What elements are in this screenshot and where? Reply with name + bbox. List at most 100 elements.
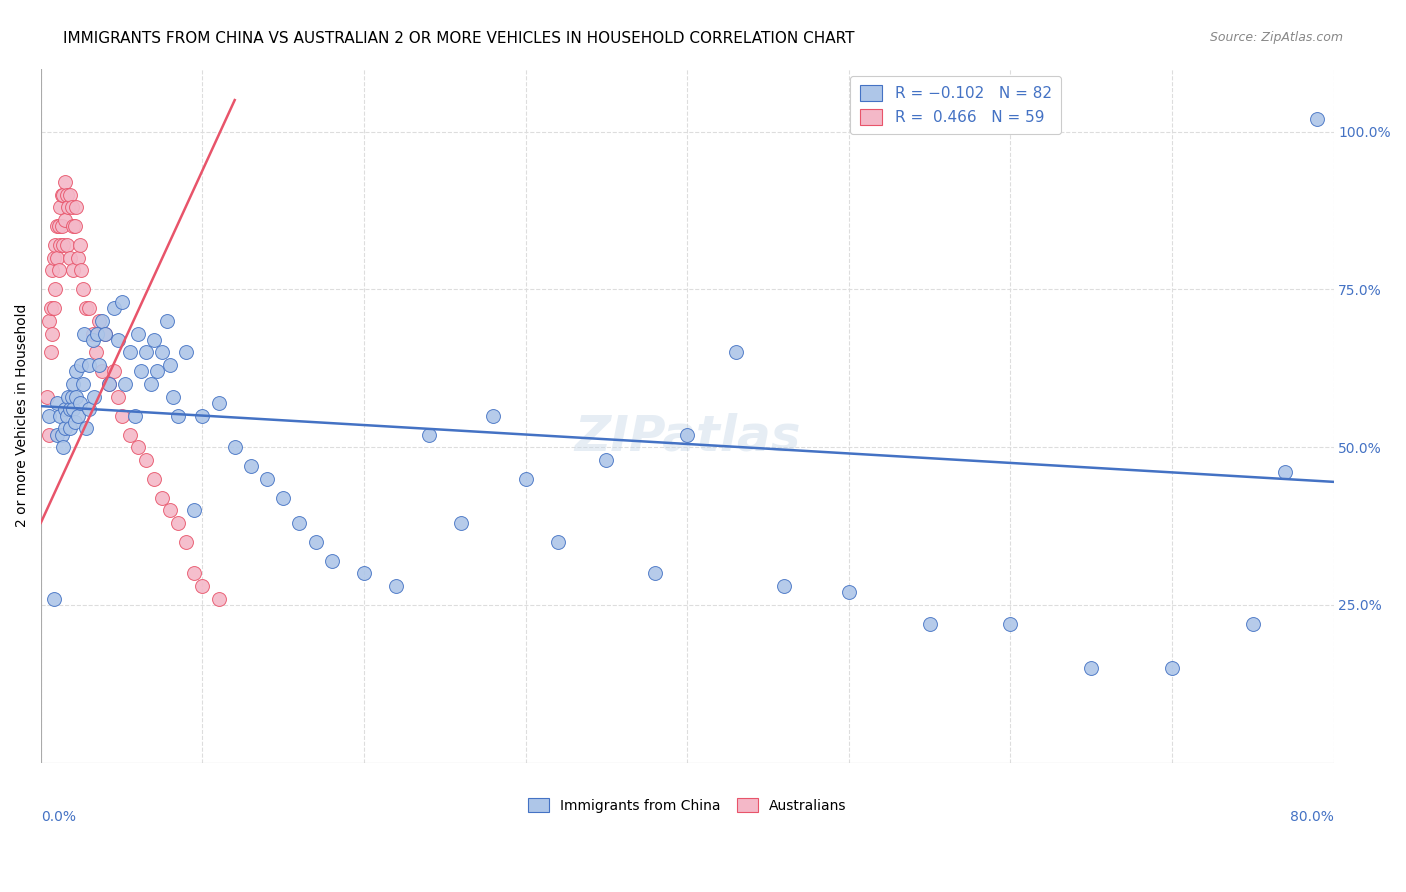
Point	[59, 187, 82, 202]
Point	[46, 396, 69, 410]
Point	[118, 427, 141, 442]
Point	[183, 566, 205, 581]
Point	[66, 409, 89, 423]
Point	[1241, 616, 1264, 631]
Point	[239, 458, 262, 473]
Point	[271, 491, 294, 505]
Point	[207, 396, 229, 410]
Point	[724, 345, 747, 359]
Point	[55, 238, 77, 252]
Point	[70, 358, 93, 372]
Point	[418, 427, 440, 442]
Point	[174, 345, 197, 359]
Point	[62, 219, 84, 234]
Text: Source: ZipAtlas.com: Source: ZipAtlas.com	[1209, 31, 1343, 45]
Point	[135, 452, 157, 467]
Point	[46, 251, 69, 265]
Point	[107, 333, 129, 347]
Point	[224, 440, 246, 454]
Point	[83, 390, 105, 404]
Point	[53, 421, 76, 435]
Point	[62, 377, 84, 392]
Point	[44, 238, 66, 252]
Point	[1080, 661, 1102, 675]
Point	[135, 345, 157, 359]
Point	[162, 390, 184, 404]
Point	[114, 377, 136, 392]
Point	[48, 263, 70, 277]
Point	[91, 364, 114, 378]
Point	[103, 364, 125, 378]
Point	[110, 295, 132, 310]
Point	[103, 301, 125, 316]
Point	[46, 219, 69, 234]
Point	[838, 585, 860, 599]
Point	[94, 326, 117, 341]
Point	[644, 566, 666, 581]
Point	[59, 402, 82, 417]
Point	[51, 187, 73, 202]
Point	[97, 377, 120, 392]
Point	[124, 409, 146, 423]
Point	[118, 345, 141, 359]
Point	[60, 390, 83, 404]
Point	[63, 415, 86, 429]
Point	[37, 390, 59, 404]
Point	[142, 333, 165, 347]
Point	[63, 219, 86, 234]
Point	[142, 472, 165, 486]
Point	[1000, 616, 1022, 631]
Point	[84, 345, 107, 359]
Point	[52, 187, 75, 202]
Point	[256, 472, 278, 486]
Point	[288, 516, 311, 530]
Point	[191, 579, 214, 593]
Point	[49, 409, 72, 423]
Point	[52, 238, 75, 252]
Point	[42, 251, 65, 265]
Point	[191, 409, 214, 423]
Point	[75, 421, 97, 435]
Point	[1306, 112, 1329, 126]
Point	[62, 263, 84, 277]
Point	[53, 213, 76, 227]
Text: ZIPatlas: ZIPatlas	[574, 412, 800, 460]
Point	[139, 377, 162, 392]
Point	[53, 175, 76, 189]
Point	[69, 238, 91, 252]
Point	[65, 364, 87, 378]
Point	[73, 326, 96, 341]
Point	[65, 200, 87, 214]
Point	[51, 427, 73, 442]
Point	[72, 377, 94, 392]
Point	[385, 579, 408, 593]
Point	[75, 301, 97, 316]
Point	[174, 534, 197, 549]
Point	[38, 314, 60, 328]
Point	[39, 301, 62, 316]
Point	[1161, 661, 1184, 675]
Text: IMMIGRANTS FROM CHINA VS AUSTRALIAN 2 OR MORE VEHICLES IN HOUSEHOLD CORRELATION : IMMIGRANTS FROM CHINA VS AUSTRALIAN 2 OR…	[63, 31, 855, 46]
Point	[49, 238, 72, 252]
Point	[52, 440, 75, 454]
Point	[72, 282, 94, 296]
Point	[97, 377, 120, 392]
Point	[107, 390, 129, 404]
Point	[66, 251, 89, 265]
Point	[167, 516, 190, 530]
Point	[42, 591, 65, 606]
Point	[69, 396, 91, 410]
Point	[595, 452, 617, 467]
Point	[55, 187, 77, 202]
Point	[49, 200, 72, 214]
Point	[62, 402, 84, 417]
Point	[48, 219, 70, 234]
Point	[91, 314, 114, 328]
Point	[86, 326, 108, 341]
Point	[129, 364, 152, 378]
Point	[87, 314, 110, 328]
Point	[304, 534, 326, 549]
Point	[38, 409, 60, 423]
Point	[79, 358, 101, 372]
Point	[676, 427, 699, 442]
